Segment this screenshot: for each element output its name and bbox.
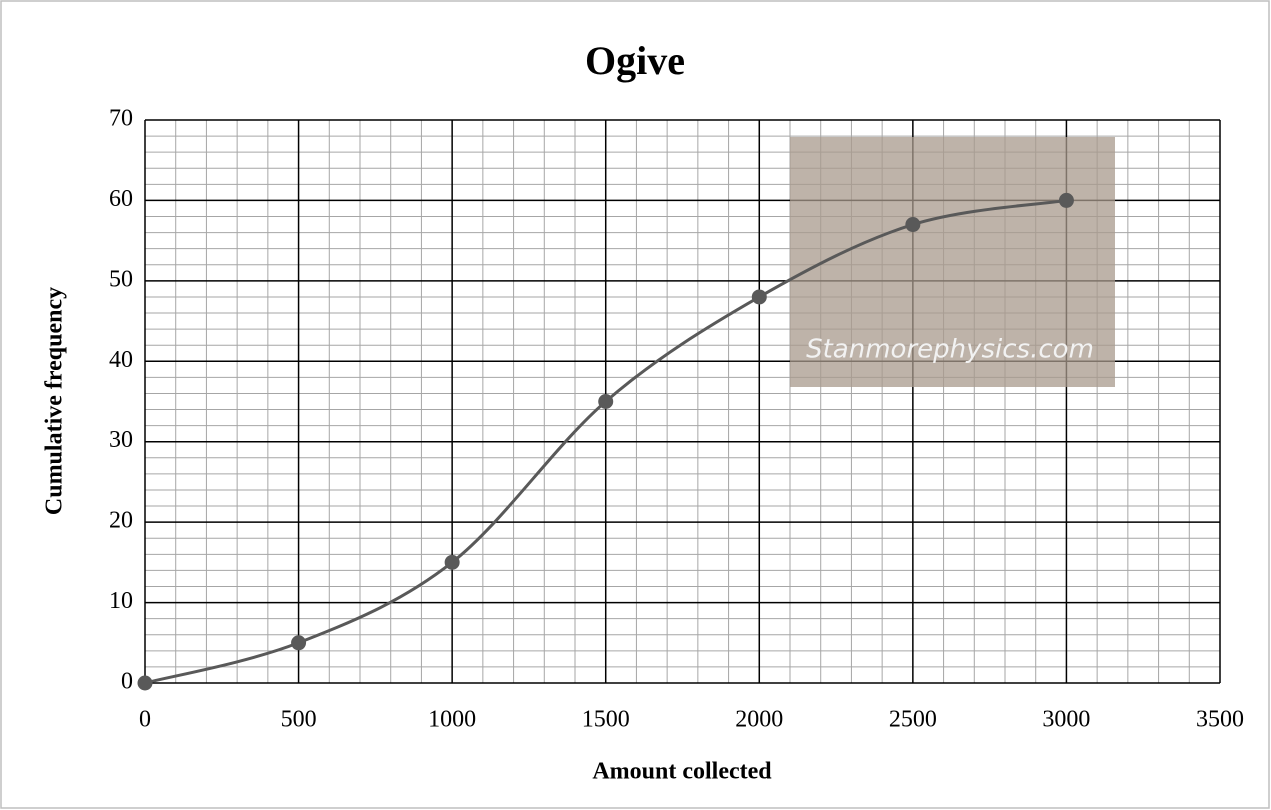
- x-tick-label: 3500: [1196, 707, 1244, 733]
- x-tick-label: 2000: [735, 707, 783, 733]
- watermark-text: Stanmorephysics.com: [806, 335, 1094, 365]
- point: [291, 635, 306, 650]
- y-tick-label: 0: [121, 669, 133, 695]
- x-tick-label: 1500: [582, 707, 630, 733]
- point: [138, 676, 153, 691]
- x-tick-label: 2500: [889, 707, 937, 733]
- y-tick-label: 50: [109, 266, 133, 292]
- y-tick-label: 40: [109, 347, 133, 373]
- x-tick-label: 3000: [1042, 707, 1090, 733]
- y-tick-label: 30: [109, 427, 133, 453]
- y-axis-label: Cumulative frequency: [42, 287, 68, 515]
- point: [905, 217, 920, 232]
- x-tick-label: 1000: [428, 707, 476, 733]
- watermark-box: Stanmorephysics.com: [790, 137, 1115, 387]
- y-tick-label: 10: [109, 588, 133, 614]
- chart-title: Ogive: [585, 38, 685, 83]
- y-tick-label: 20: [109, 508, 133, 534]
- x-axis-label: Amount collected: [592, 759, 772, 785]
- chart-frame: [1, 1, 1269, 808]
- y-tick-label: 70: [109, 106, 133, 132]
- x-tick-label: 500: [281, 707, 317, 733]
- y-tick-label: 60: [109, 186, 133, 212]
- x-tick-label: 0: [139, 707, 151, 733]
- point: [598, 394, 613, 409]
- point: [1059, 193, 1074, 208]
- point: [445, 555, 460, 570]
- chart: Stanmorephysics.com Ogive Amount collect…: [0, 0, 1271, 810]
- point: [752, 289, 767, 304]
